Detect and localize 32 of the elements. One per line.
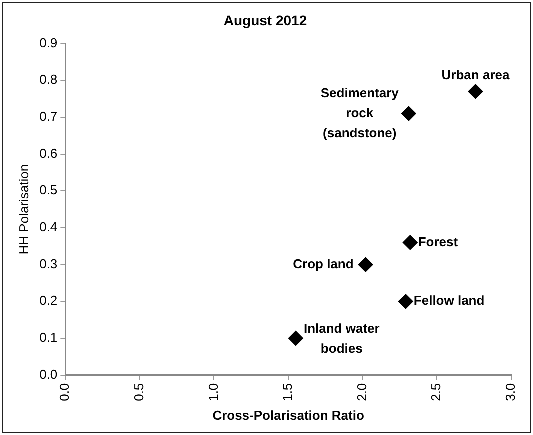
annotation: Inland water bodies bbox=[304, 321, 380, 356]
y-axis-title: HH Polarisation bbox=[16, 164, 32, 255]
point bbox=[398, 294, 414, 310]
x-tick-label: 1.0 bbox=[206, 383, 221, 402]
point bbox=[468, 84, 484, 100]
y-tick-label: 0.5 bbox=[40, 182, 58, 198]
x-tick-label: 2.5 bbox=[428, 383, 444, 402]
x-tick-label: 0.0 bbox=[57, 383, 72, 402]
y-tick-label: 0.9 bbox=[40, 35, 58, 50]
y-tick-label: 0.1 bbox=[40, 330, 58, 346]
y-tick-label: 0.2 bbox=[40, 293, 58, 308]
annotation: Fellow land bbox=[414, 293, 485, 308]
y-tick-label: 0.6 bbox=[40, 146, 58, 161]
point bbox=[358, 257, 374, 272]
x-tick-label: 3.0 bbox=[502, 383, 518, 402]
y-tick-label: 0.8 bbox=[40, 72, 58, 88]
annotation: Forest bbox=[418, 234, 459, 250]
point bbox=[401, 106, 416, 122]
chart-title: August 2012 bbox=[224, 12, 308, 28]
annotation: Urban area bbox=[442, 67, 510, 82]
annotation: Sedimentary rock (sandstone) bbox=[320, 85, 400, 140]
x-axis-title: Cross-Polarisation Ratio bbox=[212, 408, 364, 423]
x-tick-label: 2.0 bbox=[354, 383, 370, 402]
y-tick-label: 0.4 bbox=[40, 220, 58, 235]
point bbox=[402, 235, 418, 250]
x-tick-label: 1.5 bbox=[280, 383, 296, 402]
y-tick-label: 0.7 bbox=[40, 109, 58, 124]
point bbox=[288, 330, 304, 346]
x-tick-label: 0.5 bbox=[132, 383, 147, 402]
y-tick-label: 0.0 bbox=[40, 366, 58, 382]
annotation: Crop land bbox=[293, 256, 354, 272]
y-tick-label: 0.3 bbox=[40, 256, 58, 272]
